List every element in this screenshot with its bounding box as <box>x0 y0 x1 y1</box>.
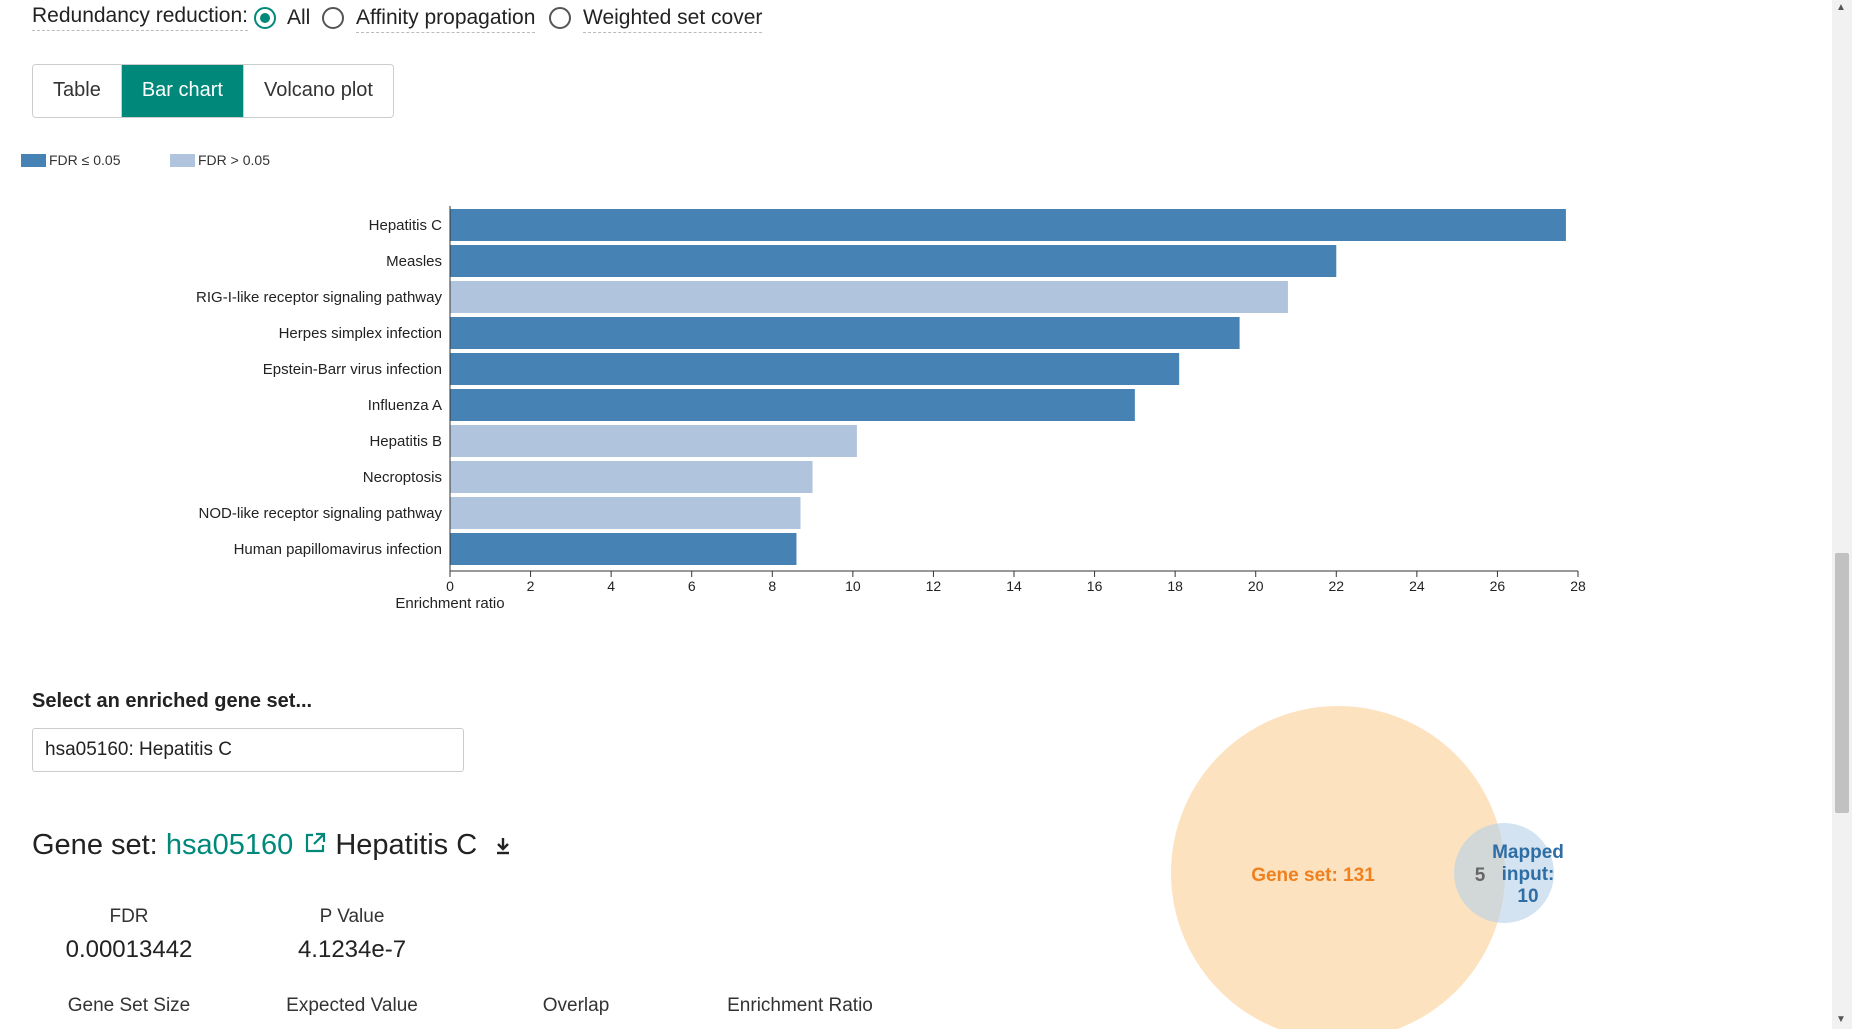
radio-all[interactable] <box>254 7 276 29</box>
bar-influenza-a <box>450 389 1135 421</box>
x-tick-label: 8 <box>768 578 776 594</box>
legend-swatch-significant <box>21 154 46 167</box>
external-link-icon[interactable] <box>303 830 327 863</box>
page-scrollbar-thumb[interactable] <box>1835 553 1849 813</box>
x-tick-label: 12 <box>926 578 942 594</box>
enrichment-ratio-label: Enrichment Ratio <box>727 995 873 1016</box>
select-gene-set-label: Select an enriched gene set... <box>32 690 313 712</box>
download-icon[interactable] <box>495 830 511 863</box>
overlap-count-label: 5 <box>1475 865 1486 886</box>
gene-set-prefix: Gene set: <box>32 829 158 861</box>
mapped-input-label-line1: Mapped <box>1492 842 1564 863</box>
x-tick-label: 0 <box>446 578 454 594</box>
bar-hepatitis-b <box>450 425 857 457</box>
legend-swatch-nonsignificant <box>170 154 195 167</box>
gene-set-name: Hepatitis C <box>335 829 478 861</box>
gene-set-id-link[interactable]: hsa05160 <box>165 829 294 861</box>
tab-bar-chart[interactable]: Bar chart <box>121 65 244 117</box>
radio-affinity-propagation-label[interactable]: Affinity propagation <box>356 6 536 33</box>
bar-human-papillomavirus-infection <box>450 533 797 565</box>
gene-set-size-label: Gene Set Size <box>67 995 191 1016</box>
x-tick-label: 24 <box>1409 578 1425 594</box>
x-tick-label: 16 <box>1087 578 1103 594</box>
x-tick-label: 28 <box>1570 578 1586 594</box>
radio-all-label[interactable]: All <box>287 6 311 29</box>
bar-label: Necroptosis <box>363 469 442 486</box>
x-tick-label: 4 <box>607 578 615 594</box>
gene-set-header: Gene set: hsa05160 Hepatitis C <box>32 829 511 863</box>
fdr-label: FDR <box>109 906 149 927</box>
gene-set-count-label: Gene set: 131 <box>1251 865 1375 886</box>
bar-nod-like-receptor-signaling-pathway <box>450 497 801 529</box>
bar-label: RIG-I-like receptor signaling pathway <box>196 289 442 306</box>
mapped-input-label-line3: 10 <box>1517 886 1538 907</box>
p-value-label: P Value <box>319 906 385 927</box>
legend-significant-label: FDR ≤ 0.05 <box>49 152 121 168</box>
page-scrollbar[interactable] <box>1832 0 1852 1029</box>
mapped-input-circle <box>1454 823 1554 923</box>
bar-label: NOD-like receptor signaling pathway <box>199 505 443 522</box>
legend-nonsignificant-label: FDR > 0.05 <box>198 152 270 168</box>
expected-value-label: Expected Value <box>286 995 418 1016</box>
scroll-down-arrow-icon[interactable]: ▼ <box>1836 1014 1846 1025</box>
view-tabs: Table Bar chart Volcano plot <box>32 64 394 118</box>
x-tick-label: 20 <box>1248 578 1264 594</box>
radio-weighted-set-cover[interactable] <box>549 7 571 29</box>
tab-volcano-plot[interactable]: Volcano plot <box>243 65 393 117</box>
x-tick-label: 10 <box>845 578 861 594</box>
x-tick-label: 6 <box>688 578 696 594</box>
gene-set-select[interactable]: hsa05160: Hepatitis C <box>32 728 464 772</box>
x-axis-title: Enrichment ratio <box>395 595 504 612</box>
scroll-up-arrow-icon[interactable]: ▲ <box>1836 2 1846 13</box>
bar-hepatitis-c <box>450 209 1566 241</box>
x-tick-label: 18 <box>1167 578 1183 594</box>
bar-rig-i-like-receptor-signaling-pathway <box>450 281 1288 313</box>
bar-label: Herpes simplex infection <box>279 325 442 342</box>
x-tick-label: 2 <box>527 578 535 594</box>
mapped-input-label-line2: input: <box>1502 864 1555 885</box>
bar-herpes-simplex-infection <box>450 317 1240 349</box>
x-tick-label: 14 <box>1006 578 1022 594</box>
tab-table[interactable]: Table <box>33 65 122 117</box>
gene-set-circle <box>1171 706 1505 1029</box>
x-tick-label: 26 <box>1490 578 1506 594</box>
bar-measles <box>450 245 1337 277</box>
redundancy-label: Redundancy reduction: <box>32 4 248 31</box>
enrichment-bar-chart: Hepatitis C Measles RIG-I-like receptor si… <box>196 206 1586 612</box>
p-value-value: 4.1234e-7 <box>297 936 407 963</box>
bar-label: Hepatitis C <box>369 217 443 234</box>
bar-label: Hepatitis B <box>369 433 442 450</box>
venn-diagram: Gene set: 131 5 Mapped input: 10 <box>1171 706 1564 1029</box>
bar-label: Human papillomavirus infection <box>234 541 442 558</box>
bar-label: Epstein-Barr virus infection <box>263 361 442 378</box>
radio-affinity-propagation[interactable] <box>322 7 344 29</box>
bar-necroptosis <box>450 461 813 493</box>
bar-label: Influenza A <box>368 397 442 414</box>
bar-label: Measles <box>386 253 442 270</box>
x-tick-label: 22 <box>1328 578 1344 594</box>
overlap-label: Overlap <box>542 995 610 1016</box>
radio-weighted-set-cover-label[interactable]: Weighted set cover <box>583 6 763 33</box>
fdr-value: 0.00013442 <box>65 936 193 963</box>
bar-epstein-barr-virus-infection <box>450 353 1180 385</box>
